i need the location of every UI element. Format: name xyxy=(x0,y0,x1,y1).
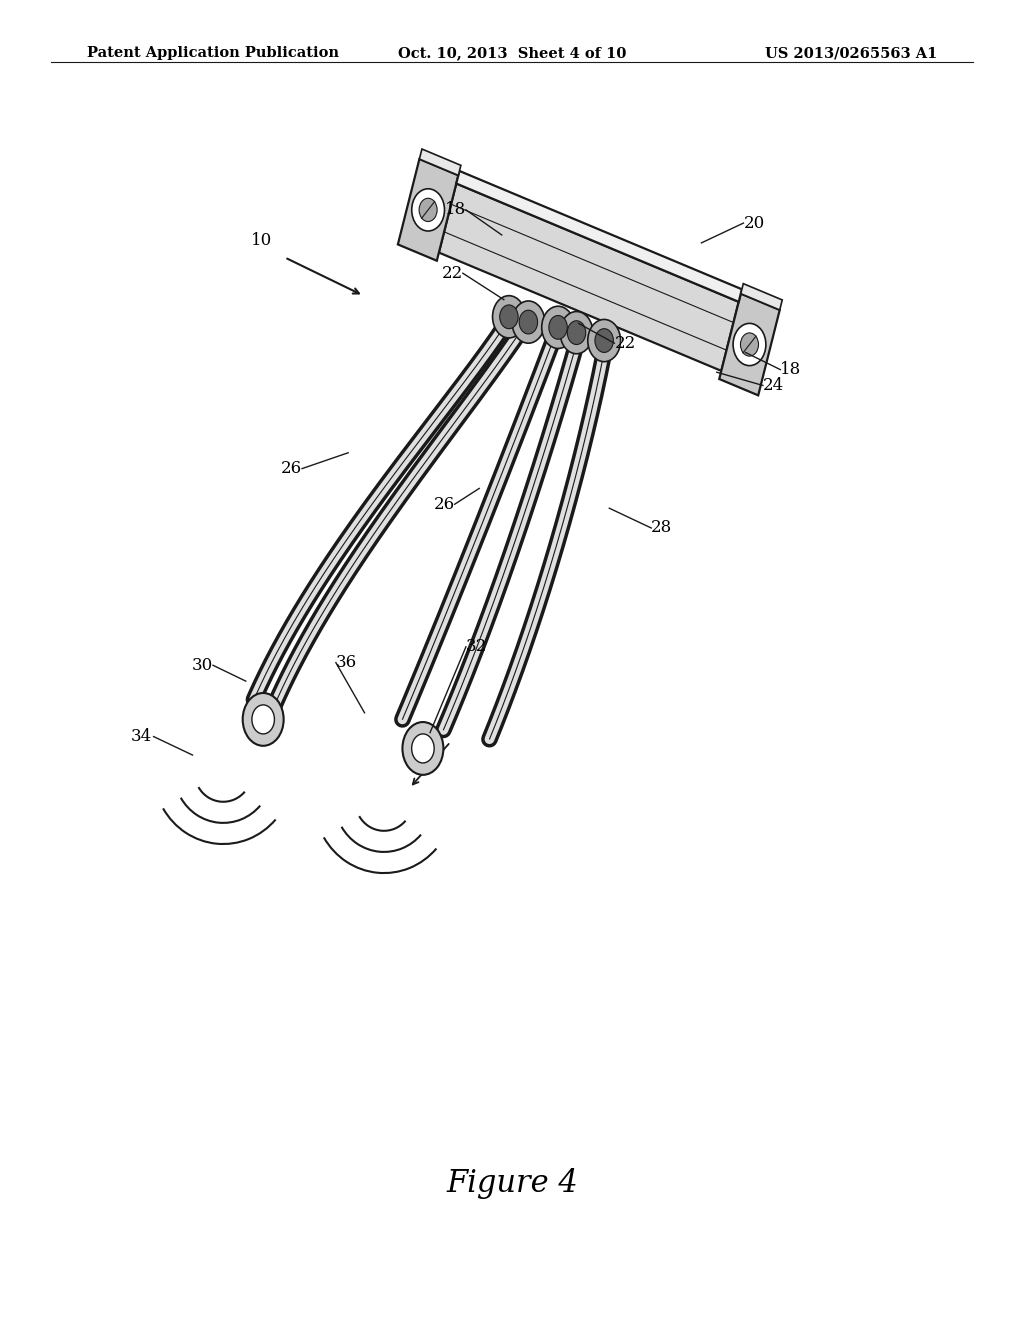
Text: 26: 26 xyxy=(433,496,455,512)
Circle shape xyxy=(588,319,621,362)
Circle shape xyxy=(519,310,538,334)
Text: Oct. 10, 2013  Sheet 4 of 10: Oct. 10, 2013 Sheet 4 of 10 xyxy=(397,46,627,61)
Text: 18: 18 xyxy=(444,202,466,218)
Circle shape xyxy=(549,315,567,339)
Text: 18: 18 xyxy=(780,362,802,378)
Text: 32: 32 xyxy=(466,639,487,655)
Circle shape xyxy=(243,693,284,746)
Circle shape xyxy=(402,722,443,775)
Circle shape xyxy=(500,305,518,329)
Text: 24: 24 xyxy=(763,378,784,393)
Circle shape xyxy=(542,306,574,348)
Polygon shape xyxy=(439,183,738,371)
Text: 20: 20 xyxy=(743,215,765,231)
Circle shape xyxy=(493,296,525,338)
Circle shape xyxy=(419,198,437,222)
Text: 28: 28 xyxy=(651,520,673,536)
Circle shape xyxy=(252,705,274,734)
Polygon shape xyxy=(420,149,461,176)
Polygon shape xyxy=(398,158,459,261)
Circle shape xyxy=(412,189,444,231)
Circle shape xyxy=(595,329,613,352)
Text: US 2013/0265563 A1: US 2013/0265563 A1 xyxy=(765,46,937,61)
Circle shape xyxy=(733,323,766,366)
Polygon shape xyxy=(740,284,782,310)
Circle shape xyxy=(567,321,586,345)
Text: 22: 22 xyxy=(441,265,463,281)
Circle shape xyxy=(740,333,759,356)
Text: 26: 26 xyxy=(281,461,302,477)
Circle shape xyxy=(512,301,545,343)
Text: Figure 4: Figure 4 xyxy=(446,1168,578,1199)
Text: 10: 10 xyxy=(251,232,272,249)
Polygon shape xyxy=(719,293,779,396)
Text: Patent Application Publication: Patent Application Publication xyxy=(87,46,339,61)
Text: 30: 30 xyxy=(191,657,213,673)
Text: 22: 22 xyxy=(614,335,636,351)
Text: 36: 36 xyxy=(336,655,357,671)
Polygon shape xyxy=(457,172,741,302)
Circle shape xyxy=(560,312,593,354)
Text: 34: 34 xyxy=(130,729,152,744)
Circle shape xyxy=(412,734,434,763)
